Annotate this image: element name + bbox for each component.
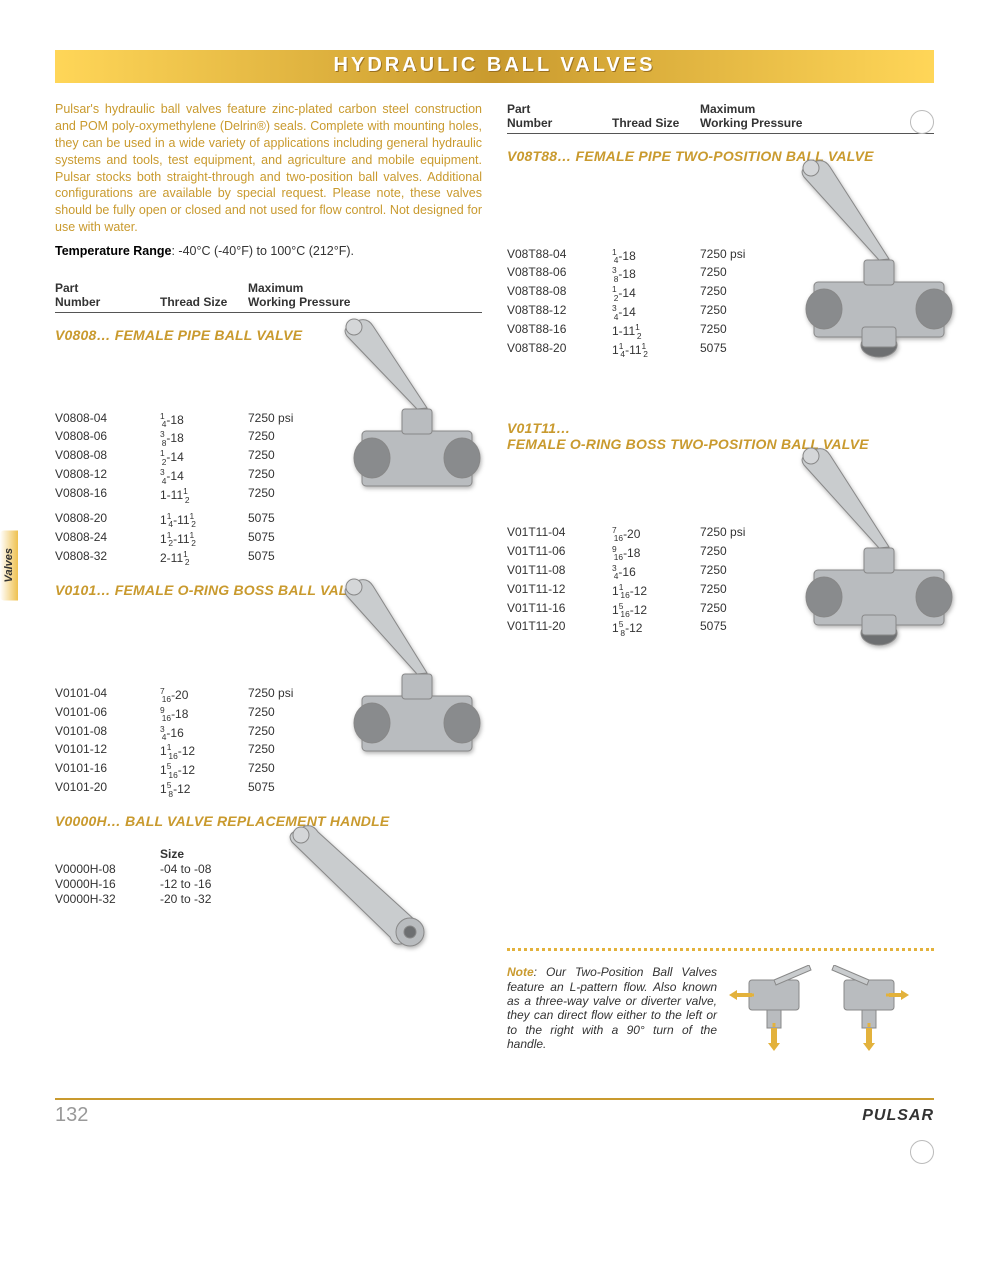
valve-image-v01t11 (754, 430, 984, 663)
table-row: V0808-161-11127250 (55, 486, 343, 505)
footer: 132 PULSAR (55, 1098, 934, 1127)
table-row: V01T11-20158-125075 (507, 619, 795, 638)
table-row: V0000H-16-12 to -16 (55, 877, 248, 892)
table-v0101: V0101-04716-207250 psiV0101-06916-187250… (55, 686, 343, 799)
table-v0808: V0808-0414-187250 psiV0808-0638-187250V0… (55, 411, 343, 568)
table-row: V0101-0834-167250 (55, 724, 343, 743)
table-row: V01T11-04716-207250 psi (507, 525, 795, 544)
valve-image-v0101 (302, 556, 512, 779)
dotted-separator (507, 948, 934, 951)
table-row: V0808-1234-147250 (55, 467, 343, 486)
table-row: V01T11-121116-127250 (507, 582, 795, 601)
table-v0000h: Size V0000H-08-04 to -08V0000H-16-12 to … (55, 847, 248, 907)
table-row: V0000H-08-04 to -08 (55, 862, 248, 877)
page-title: HYDRAULIC BALL VALVES (55, 50, 934, 83)
table-row: V0808-0812-147250 (55, 448, 343, 467)
table-row: V01T11-161516-127250 (507, 601, 795, 620)
table-row: V08T88-1234-147250 (507, 303, 795, 322)
table-row: V0101-20158-125075 (55, 780, 343, 799)
table-row: V0808-24112-11125075 (55, 530, 343, 549)
table-row: V08T88-0414-187250 psi (507, 247, 795, 266)
flow-diagram (729, 965, 909, 1058)
table-row: V08T88-0638-187250 (507, 265, 795, 284)
table-row: V08T88-161-11127250 (507, 322, 795, 341)
table-row: V0101-06916-187250 (55, 705, 343, 724)
side-tab-valves: Valves (0, 530, 18, 600)
thumb-index-top (910, 110, 934, 134)
table-row: V01T11-0834-167250 (507, 563, 795, 582)
table-row: V0101-121116-127250 (55, 742, 343, 761)
page-number: 132 (55, 1104, 105, 1127)
thumb-index-bot (910, 1140, 934, 1164)
intro-paragraph: Pulsar's hydraulic ball valves feature z… (55, 101, 482, 236)
column-headers-right: PartNumber Thread Size MaximumWorking Pr… (507, 103, 934, 134)
table-row: V0808-322-11125075 (55, 549, 343, 568)
table-v01t11: V01T11-04716-207250 psiV01T11-06916-1872… (507, 525, 795, 638)
table-row: V01T11-06916-187250 (507, 544, 795, 563)
table-row: V08T88-20114-11125075 (507, 341, 795, 360)
table-row: V0101-04716-207250 psi (55, 686, 343, 705)
temperature-range: Temperature Range: -40°C (-40°F) to 100°… (55, 244, 482, 258)
table-row: V0101-161516-127250 (55, 761, 343, 780)
valve-image-v08t88 (754, 142, 984, 375)
note-block: Note: Our Two-Position Ball Valves featu… (507, 965, 934, 1058)
table-v08t88: V08T88-0414-187250 psiV08T88-0638-187250… (507, 247, 795, 360)
brand-logo: PULSAR (862, 1107, 934, 1125)
table-row: V08T88-0812-147250 (507, 284, 795, 303)
table-row: V0808-0638-187250 (55, 429, 343, 448)
handle-image (262, 817, 462, 960)
table-row: V0808-0414-187250 psi (55, 411, 343, 430)
table-row: V0000H-32-20 to -32 (55, 892, 248, 907)
table-row: V0808-20114-11125075 (55, 511, 343, 530)
valve-image-v0808 (302, 301, 512, 514)
